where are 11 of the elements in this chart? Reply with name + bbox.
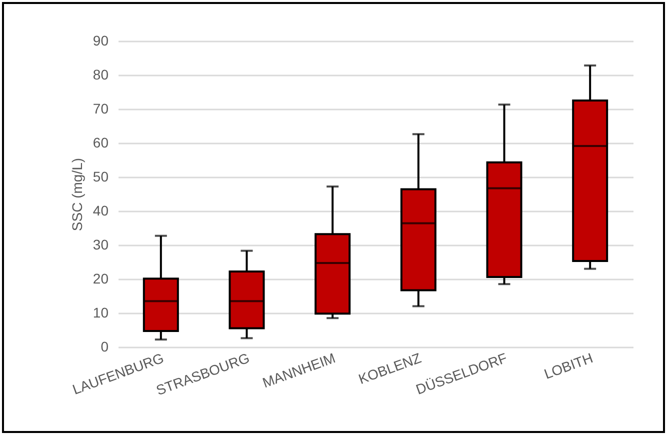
y-tick-label: 90: [92, 32, 109, 48]
y-tick-label: 70: [92, 100, 109, 116]
y-tick-label: 0: [100, 338, 109, 354]
y-tick-label: 40: [92, 202, 109, 218]
y-tick-label: 30: [92, 236, 109, 252]
y-tick-label: 50: [92, 168, 109, 184]
y-tick-label: 20: [92, 270, 109, 286]
y-tick-label: 10: [92, 304, 109, 320]
y-axis-title: SSC (mg/L): [68, 158, 85, 232]
y-tick-label: 80: [92, 66, 109, 82]
y-tick-label: 60: [92, 134, 109, 150]
